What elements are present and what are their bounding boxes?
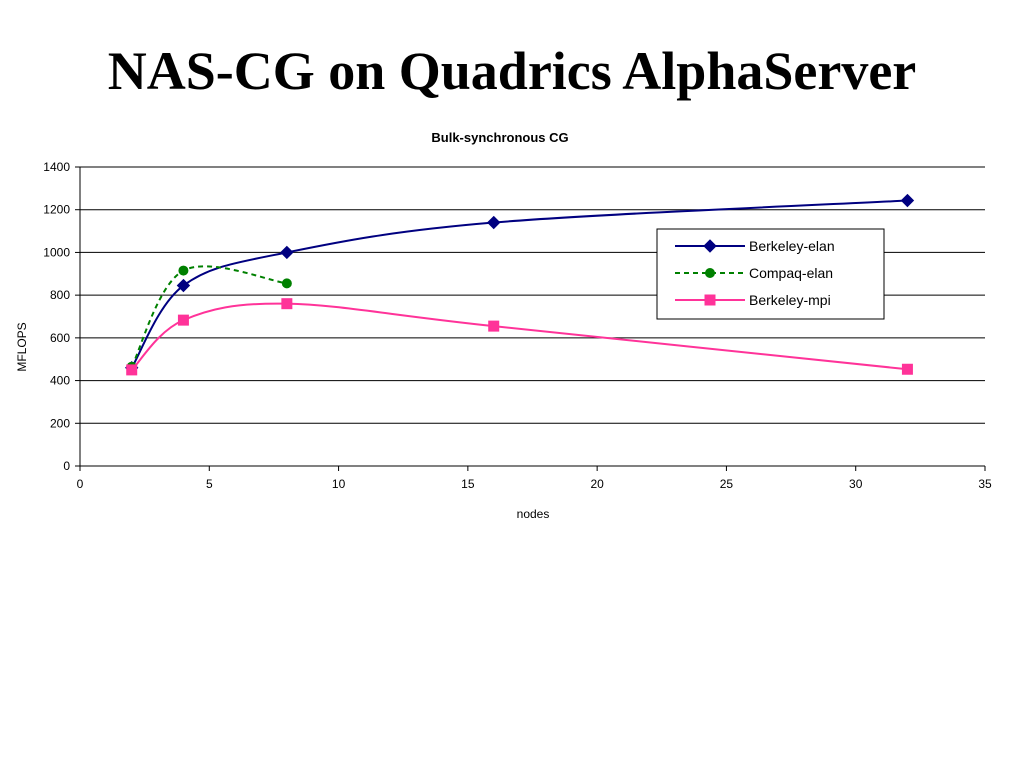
x-axis-label: nodes <box>517 507 550 521</box>
data-point <box>126 364 138 376</box>
data-point <box>900 193 915 208</box>
legend-swatch-marker <box>703 239 717 253</box>
x-tick-label: 5 <box>206 477 213 491</box>
data-point <box>487 215 501 230</box>
x-tick-label: 35 <box>978 477 992 491</box>
data-point <box>488 320 500 332</box>
data-point <box>281 298 293 310</box>
y-tick-label: 600 <box>50 331 70 345</box>
x-tick-label: 10 <box>332 477 346 491</box>
grid-lines <box>80 166 985 424</box>
chart-title: Bulk-synchronous CG <box>431 130 568 145</box>
legend-label: Berkeley-mpi <box>749 292 831 308</box>
data-point <box>178 265 189 276</box>
x-tick-label: 15 <box>461 477 475 491</box>
y-tick-label: 1000 <box>43 245 70 259</box>
x-tick-label: 30 <box>849 477 863 491</box>
legend-swatch-marker <box>704 294 716 306</box>
data-point <box>177 314 189 326</box>
data-point <box>176 278 191 293</box>
legend: Berkeley-elan Compaq-elan Berkeley-mpi <box>656 228 885 320</box>
y-tick-label: 0 <box>63 459 70 473</box>
x-tick-label: 20 <box>590 477 604 491</box>
x-tick-label: 25 <box>720 477 734 491</box>
slide-title: NAS-CG on Quadrics AlphaServer <box>107 41 917 101</box>
series-berkeley-mpi <box>126 298 913 376</box>
y-axis-label: MFLOPS <box>15 322 29 371</box>
legend-label: Berkeley-elan <box>749 238 835 254</box>
data-point <box>280 245 294 260</box>
series-compaq-elan <box>126 265 292 372</box>
y-tick-label: 1400 <box>43 160 70 174</box>
data-series <box>125 193 915 376</box>
y-tick-label: 200 <box>50 416 70 430</box>
y-tick-label: 1200 <box>43 203 70 217</box>
y-tick-label: 800 <box>50 288 70 302</box>
legend-swatch-marker <box>705 268 715 278</box>
legend-label: Compaq-elan <box>749 265 833 281</box>
x-tick-label: 0 <box>77 477 84 491</box>
series-line <box>130 199 908 369</box>
data-point <box>281 278 292 289</box>
series-line <box>130 265 287 368</box>
axes: 0 200 400 600 800 1000 1200 1400 0 5 10 15 20 25 30 35 <box>43 160 992 491</box>
data-point <box>901 363 913 375</box>
line-chart: Bulk-synchronous CG 02004006008001000120… <box>15 130 992 521</box>
y-tick-label: 400 <box>50 374 70 388</box>
